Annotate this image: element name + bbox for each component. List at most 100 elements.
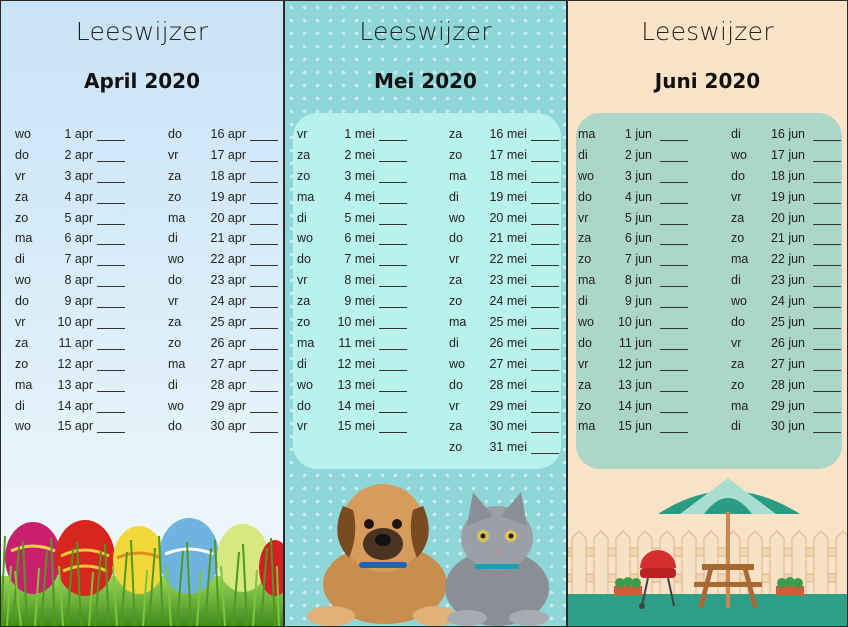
weekday-label: za [297,147,311,162]
date-label: 11 jun [618,335,652,350]
fill-in-line [813,328,841,330]
fill-in-line [660,202,688,204]
weekday-label: do [578,189,592,204]
date-label: 2 jun [624,147,652,162]
weekday-label: do [731,315,745,330]
fill-in-line [97,369,125,371]
weekday-label: do [578,335,592,350]
fill-in-line [531,453,559,455]
fill-in-line [813,181,841,183]
weekday-label: zo [578,252,592,267]
date-label: 2 mei [344,147,375,162]
fill-in-line [97,411,125,413]
fill-in-line [379,160,407,162]
weekday-label: do [15,294,29,309]
date-label: 21 mei [489,231,527,246]
weekday-label: di [449,189,459,204]
date-label: 13 apr [57,377,93,392]
date-label: 6 apr [64,231,94,246]
date-label: 7 jun [624,252,652,267]
fill-in-line [660,140,688,141]
weekday-label: di [297,356,307,371]
date-label: 27 mei [489,356,527,371]
fill-in-line [97,265,125,267]
weekday-label: di [15,252,25,267]
date-label: 12 mei [337,356,375,371]
date-label: 18 apr [210,168,246,183]
fill-in-line [660,307,688,309]
weekday-label: za [449,273,463,288]
fill-in-line [250,202,278,204]
date-label: 3 mei [344,168,375,183]
fill-in-line [379,348,407,350]
date-label: 17 jun [770,147,805,162]
date-label: 29 apr [210,398,246,413]
date-label: 27 apr [210,356,246,371]
weekday-label: do [297,398,311,413]
weekday-label: vr [578,356,589,371]
date-label: 7 mei [344,252,375,267]
bookmark-title: Leeswijzer [641,17,774,46]
fill-in-line [813,411,841,413]
fill-in-line [97,244,125,246]
weekday-label: di [578,294,588,309]
fill-in-line [97,307,125,309]
fill-in-line [379,432,407,434]
weekday-label: do [731,168,745,183]
date-label: 30 jun [770,419,805,434]
fill-in-line [660,432,688,434]
fill-in-line [379,390,407,392]
fill-in-line [531,202,559,204]
date-label: 3 jun [624,168,652,183]
date-label: 16 jun [770,127,805,141]
weekday-label: do [449,231,463,246]
fill-in-line [379,140,407,141]
fill-in-line [660,390,688,392]
fill-in-line [250,286,278,288]
date-label: 2 apr [64,147,94,162]
month-heading: Mei 2020 [374,69,477,93]
month-heading: April 2020 [84,69,200,93]
fill-in-line [97,140,125,141]
weekday-label: do [168,419,182,434]
date-label: 23 mei [489,273,527,288]
fill-in-line [531,181,559,183]
weekday-label: ma [15,231,33,246]
date-label: 24 jun [770,294,805,309]
date-label: 14 jun [617,398,652,413]
weekday-label: za [449,127,463,141]
fill-in-line [531,244,559,246]
weekday-label: wo [297,231,313,246]
weekday-label: ma [578,273,596,288]
fill-in-line [813,265,841,267]
date-label: 5 jun [624,210,652,225]
date-label: 16 mei [489,127,527,141]
date-label: 26 mei [489,335,527,350]
date-label: 29 mei [489,398,527,413]
date-label: 15 apr [57,419,93,434]
fill-in-line [660,181,688,183]
fill-in-line [660,328,688,330]
weekday-label: di [731,273,741,288]
date-label: 8 mei [344,273,375,288]
date-label: 13 jun [617,377,652,392]
fill-in-line [813,432,841,434]
weekday-label: di [731,419,741,434]
fill-in-line [531,140,559,141]
weekday-label: ma [297,335,315,350]
fill-in-line [813,244,841,246]
date-label: 30 apr [210,419,246,434]
fill-in-line [379,181,407,183]
bookmark-may: Leeswijzer Mei 2020 vr 1 mei za 2 mei zo 3 me… [284,0,567,627]
date-label: 9 apr [64,294,94,309]
weekday-label: wo [449,356,465,371]
weekday-label: wo [297,377,313,392]
date-label: 7 apr [64,252,94,267]
date-label: 25 apr [210,315,246,330]
weekday-label: di [731,127,741,141]
weekday-label: di [168,231,178,246]
weekday-label: wo [578,168,594,183]
weekday-label: ma [578,127,596,141]
weekday-label: za [297,294,311,309]
fill-in-line [97,390,125,392]
